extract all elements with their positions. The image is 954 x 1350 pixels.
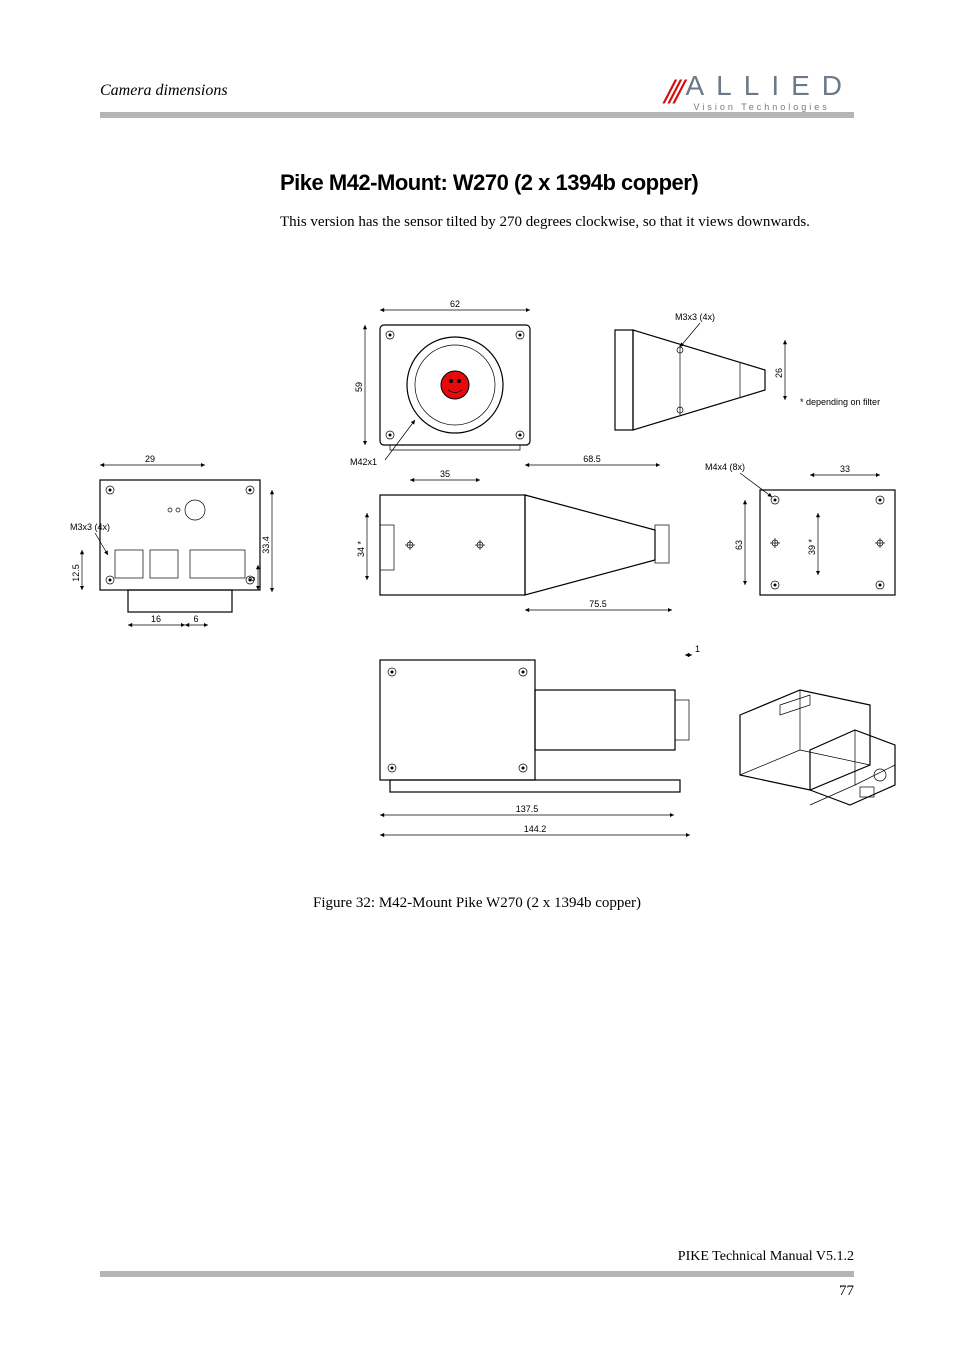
svg-text:63: 63	[734, 540, 744, 550]
svg-text:12.5: 12.5	[71, 564, 81, 582]
logo-sub-text: Vision Technologies	[694, 102, 855, 112]
section-heading: Pike M42-Mount: W270 (2 x 1394b copper)	[280, 170, 854, 196]
rear-view: 29 16 6 33.4 12.5 8 M3x3 (4x)	[70, 454, 272, 625]
svg-text:68.5: 68.5	[583, 454, 601, 464]
svg-text:8: 8	[247, 576, 257, 581]
section-body: This version has the sensor tilted by 27…	[280, 212, 854, 234]
top-angle-view: 26 M3x3 (4x) * depending on filter	[615, 312, 880, 430]
bottom-plate-view: 33 M4x4 (8x) 63 39 *	[705, 462, 895, 595]
dimension-drawing: 29 16 6 33.4 12.5 8 M3x3 (4x) 62 59 M42x…	[40, 295, 910, 875]
svg-text:33.4: 33.4	[261, 536, 271, 554]
svg-text:62: 62	[450, 299, 460, 309]
front-view: 62 59 M42x1	[350, 299, 530, 467]
svg-text:39 *: 39 *	[807, 538, 817, 555]
svg-text:M42x1: M42x1	[350, 457, 377, 467]
side-full-view: 137.5 144.2 1	[380, 644, 700, 835]
svg-text:35: 35	[440, 469, 450, 479]
logo-slashes-icon: ///	[664, 70, 679, 112]
page-header: Camera dimensions /// ALLIED Vision Tech…	[100, 70, 854, 112]
iso-view	[740, 690, 895, 805]
footer-doc-title: PIKE Technical Manual V5.1.2	[100, 1249, 854, 1265]
svg-text:59: 59	[354, 382, 364, 392]
svg-text:33: 33	[840, 464, 850, 474]
svg-text:26: 26	[774, 368, 784, 378]
figure-caption: Figure 32: M42-Mount Pike W270 (2 x 1394…	[0, 895, 954, 912]
technical-diagram: 29 16 6 33.4 12.5 8 M3x3 (4x) 62 59 M42x…	[40, 295, 910, 875]
section-label: Camera dimensions	[100, 82, 228, 100]
svg-text:137.5: 137.5	[516, 804, 539, 814]
svg-text:M3x3 (4x): M3x3 (4x)	[675, 312, 715, 322]
footer-rule	[100, 1271, 854, 1277]
svg-text:* depending on filter: * depending on filter	[800, 397, 880, 407]
page-number: 77	[100, 1283, 854, 1300]
svg-text:6: 6	[193, 614, 198, 624]
svg-text:1: 1	[695, 644, 700, 654]
page-footer: PIKE Technical Manual V5.1.2 77	[100, 1249, 854, 1300]
brand-logo: /// ALLIED Vision Technologies	[664, 70, 854, 112]
svg-text:M4x4 (8x): M4x4 (8x)	[705, 462, 745, 472]
svg-text:144.2: 144.2	[524, 824, 547, 834]
svg-text:34 *: 34 *	[356, 540, 366, 557]
side-view: 35 68.5 34 * 75.5	[356, 454, 672, 610]
svg-text:16: 16	[151, 614, 161, 624]
svg-text:29: 29	[145, 454, 155, 464]
svg-text:M3x3 (4x): M3x3 (4x)	[70, 522, 110, 532]
content-area: Pike M42-Mount: W270 (2 x 1394b copper) …	[280, 170, 854, 234]
svg-text:75.5: 75.5	[589, 599, 607, 609]
logo-main-text: ALLIED	[686, 70, 855, 102]
header-rule	[100, 112, 854, 118]
